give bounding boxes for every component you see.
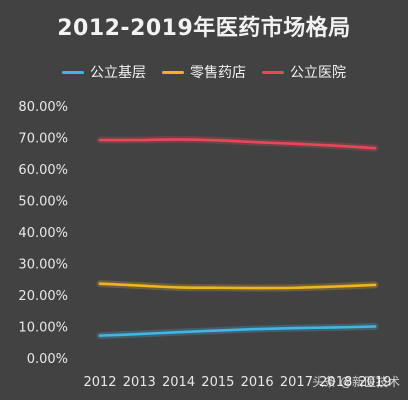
- watermark: 头条 @新医技术: [312, 375, 400, 389]
- x-tick-label: 2013: [123, 375, 156, 390]
- legend: 公立基层 零售药店 公立医院: [0, 62, 408, 82]
- x-tick-label: 2019: [358, 375, 391, 390]
- y-tick-label: 30.00%: [18, 258, 68, 273]
- y-tick-label: 80.00%: [18, 100, 68, 115]
- legend-item-retail-pharmacy: 零售药店: [162, 62, 246, 82]
- y-tick-label: 40.00%: [18, 226, 68, 241]
- series-line-public-hospital: [98, 138, 377, 150]
- x-tick-label: 2016: [241, 375, 274, 390]
- legend-swatch-primary-care: [62, 70, 84, 74]
- series-lines: [96, 135, 379, 340]
- legend-label-retail-pharmacy: 零售药店: [190, 65, 246, 81]
- series-line-primary-care: [98, 325, 377, 337]
- x-tick-label: 2017: [280, 375, 313, 390]
- y-tick-label: 20.00%: [18, 289, 68, 304]
- legend-item-primary-care: 公立基层: [62, 62, 146, 82]
- y-tick-label: 0.00%: [27, 352, 68, 367]
- x-tick-label: 2014: [162, 375, 195, 390]
- y-axis-ticks: 0.00% 10.00% 20.00% 30.00% 40.00% 50.00% 60.00…: [18, 100, 68, 367]
- x-tick-label: 2015: [201, 375, 234, 390]
- x-tick-label: 2018: [319, 375, 352, 390]
- legend-label-primary-care: 公立基层: [90, 65, 146, 81]
- x-tick-label: 2012: [83, 375, 116, 390]
- y-tick-label: 10.00%: [18, 321, 68, 336]
- y-tick-label: 60.00%: [18, 163, 68, 178]
- x-axis-ticks: 2012 2013 2014 2015 2016 2017 2018 2019: [83, 375, 391, 390]
- chart-title: 2012-2019年医药市场格局: [57, 16, 351, 41]
- series-line-retail-pharmacy: [98, 282, 377, 290]
- y-tick-label: 70.00%: [18, 132, 68, 147]
- legend-swatch-public-hospital: [262, 70, 284, 74]
- legend-swatch-retail-pharmacy: [162, 70, 184, 74]
- legend-label-public-hospital: 公立医院: [290, 65, 346, 81]
- y-tick-label: 50.00%: [18, 195, 68, 210]
- legend-item-public-hospital: 公立医院: [262, 62, 346, 82]
